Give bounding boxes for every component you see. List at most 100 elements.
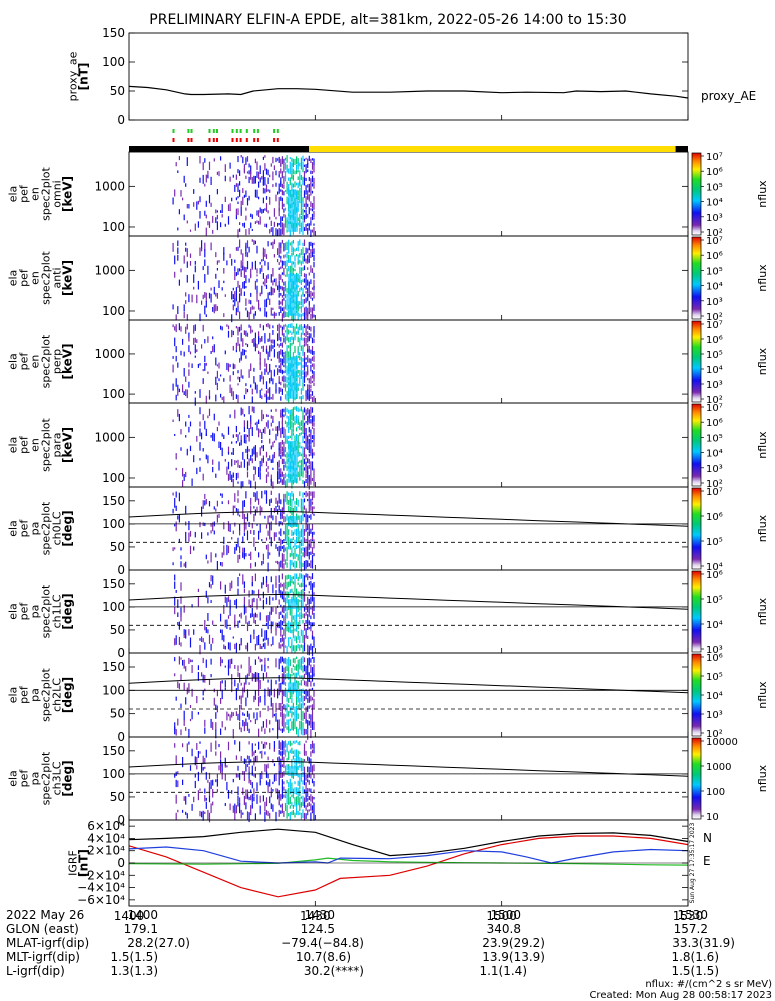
spectrogram-cell xyxy=(299,445,301,449)
spectrogram-cell xyxy=(256,220,258,223)
spectrogram-cell xyxy=(308,563,310,567)
spectrogram-cell xyxy=(234,493,236,502)
spectrogram-cell xyxy=(299,239,301,246)
spectrogram-cell xyxy=(248,170,250,175)
spectrogram-cell xyxy=(215,304,217,312)
spectrogram-cell xyxy=(307,596,309,605)
spectrogram-cell xyxy=(288,266,290,272)
spectrogram-cell xyxy=(303,164,306,167)
spectrogram-cell xyxy=(291,249,293,252)
spectrogram-cell xyxy=(207,175,209,179)
spectrogram-cell xyxy=(310,376,312,384)
spectrogram-cell xyxy=(239,523,241,531)
colorbar-label: nflux xyxy=(756,347,769,375)
spectrogram-cell xyxy=(256,343,258,348)
spectrogram-cell xyxy=(313,612,315,619)
panel-ylabel: [deg] xyxy=(61,510,75,546)
spectrogram-cell xyxy=(310,333,312,339)
spectrogram-cell xyxy=(307,370,309,376)
spectrogram-cell xyxy=(300,515,302,523)
spectrogram-cell xyxy=(245,522,247,530)
spectrogram-cell xyxy=(310,491,312,496)
spectrogram-cell xyxy=(299,491,301,497)
spectrogram-cell xyxy=(265,742,268,745)
spectrogram-cell xyxy=(237,201,239,204)
spectrogram-cell xyxy=(221,680,223,684)
spectrogram-cell xyxy=(245,763,247,772)
spectrogram-cell xyxy=(262,638,264,642)
spectrogram-cell xyxy=(250,363,252,371)
spectrogram-cell xyxy=(275,560,277,563)
spectrogram-cell xyxy=(246,171,249,174)
spectrogram-cell xyxy=(302,635,304,643)
spectrogram-cell xyxy=(305,223,307,231)
spectrogram-cell xyxy=(261,646,263,649)
spectrogram-cell xyxy=(307,492,309,497)
spectrogram-cell xyxy=(307,446,309,450)
ytick-label: 4×10⁴ xyxy=(87,831,125,845)
spectrogram-cell xyxy=(213,530,215,535)
spectrogram-cell xyxy=(302,786,304,794)
spectrogram-cell xyxy=(299,620,301,625)
spectrogram-cell xyxy=(210,202,212,207)
spectrogram-cell xyxy=(269,387,271,395)
spectrogram-cell xyxy=(240,332,242,342)
spectrogram-cell xyxy=(300,697,302,702)
spectrogram-cell xyxy=(303,642,306,652)
spectrogram-cell xyxy=(313,698,315,709)
spectrogram-cell xyxy=(189,351,192,355)
spectrogram-cell xyxy=(251,802,253,809)
spectrogram-cell xyxy=(296,787,298,795)
panel-ylabel: anti xyxy=(51,267,64,288)
spectrogram-cell xyxy=(259,216,261,225)
spectrogram-cell xyxy=(199,521,201,528)
spectrogram-cell xyxy=(245,645,247,650)
spectrogram-cell xyxy=(292,413,294,421)
spectrogram-cell xyxy=(234,291,236,299)
spectrogram-cell xyxy=(305,628,307,638)
spectrogram-cell xyxy=(297,291,299,297)
spectrogram-cell xyxy=(227,521,230,532)
spectrogram-cell xyxy=(254,382,256,390)
spectrogram-cell xyxy=(265,184,268,193)
spectrogram-cell xyxy=(212,801,214,806)
spectrogram-cell xyxy=(210,643,212,651)
event-marker-red xyxy=(273,138,276,142)
spectrogram-cell xyxy=(262,599,264,607)
spectrogram-cell xyxy=(303,299,306,304)
spectrogram-cell xyxy=(281,458,283,465)
spectrogram-cell xyxy=(175,696,177,701)
spectrogram-cell xyxy=(308,591,310,594)
spectrogram-cell xyxy=(278,727,280,731)
spectrogram-cell xyxy=(278,203,280,212)
spectrogram-cell xyxy=(212,432,214,441)
spectrogram-cell xyxy=(259,523,261,533)
spectrogram-cell xyxy=(232,505,234,516)
spectrogram-cell xyxy=(224,803,226,806)
spectrogram-cell xyxy=(265,499,268,504)
spectrogram-cell xyxy=(283,184,285,189)
spectrogram-cell xyxy=(278,683,280,691)
spectrogram-cell xyxy=(210,530,212,534)
spectrogram-cell xyxy=(297,664,299,674)
spectrogram-cell xyxy=(305,396,307,402)
spectrogram-cell xyxy=(254,221,256,224)
spectrogram-cell xyxy=(311,523,314,531)
spectrogram-cell xyxy=(294,547,296,555)
spectrogram-cell xyxy=(291,182,293,191)
spectrogram-cell xyxy=(289,728,291,732)
event-marker-red xyxy=(235,138,238,142)
spectrogram-cell xyxy=(307,393,309,400)
spectrogram-cell xyxy=(313,363,315,370)
spectrogram-cell xyxy=(310,158,312,163)
spectrogram-cell xyxy=(281,614,283,619)
spectrogram-cell xyxy=(277,426,279,435)
spectrogram-cell xyxy=(311,397,314,402)
spectrogram-cell xyxy=(267,471,269,477)
spectrogram-cell xyxy=(300,336,302,341)
spectrogram-cell xyxy=(297,300,299,306)
spectrogram-cell xyxy=(240,642,242,646)
spectrogram-cell xyxy=(281,307,283,311)
spectrogram-cell xyxy=(272,759,274,763)
spectrogram-cell xyxy=(281,803,283,812)
